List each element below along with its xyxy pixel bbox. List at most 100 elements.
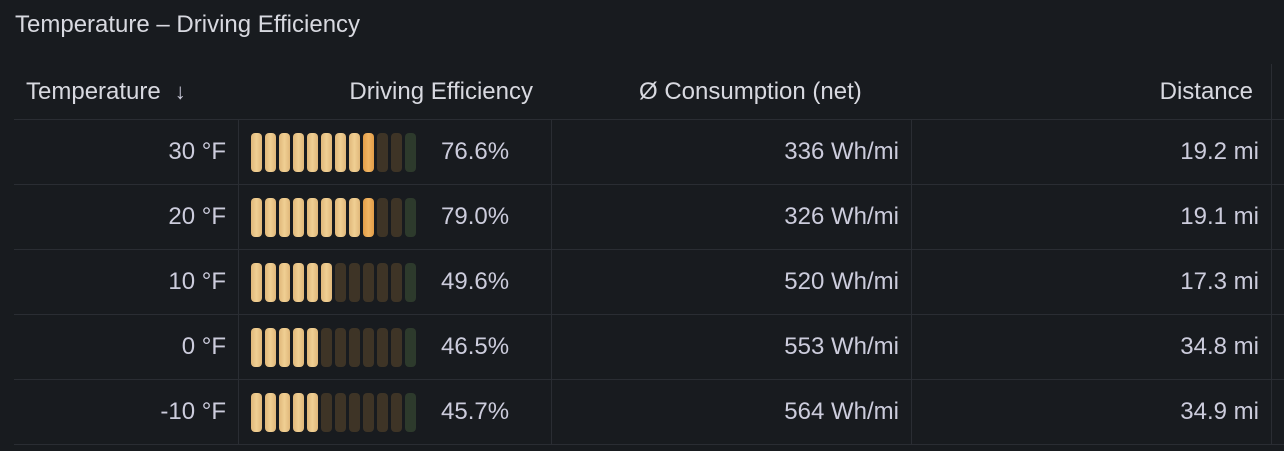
distance-value: 34.9 mi: [1180, 398, 1259, 425]
gauge-segment: [335, 393, 346, 432]
gauge-segment: [349, 393, 360, 432]
gauge-segment: [265, 328, 276, 367]
gauge-segment: [265, 263, 276, 302]
gauge-segment: [391, 133, 402, 172]
table-row: 20 °F 79.0% 326 Wh/mi 19.1 mi: [14, 185, 1284, 250]
gauge-segment: [307, 328, 318, 367]
gauge-segment: [405, 328, 416, 367]
gauge-segment: [265, 198, 276, 237]
gauge-segment: [293, 328, 304, 367]
gauge-segment: [321, 263, 332, 302]
gauge-segment: [279, 393, 290, 432]
distance-cell: 19.1 mi: [911, 185, 1271, 249]
efficiency-table: Temperature ↓ Driving Efficiency Ø Consu…: [14, 64, 1284, 445]
gauge-segment: [377, 393, 388, 432]
gauge-segment: [321, 133, 332, 172]
distance-value: 17.3 mi: [1180, 268, 1259, 295]
column-header-distance[interactable]: Distance: [911, 64, 1271, 119]
consumption-cell: 553 Wh/mi: [551, 315, 911, 379]
gauge-segment: [349, 198, 360, 237]
gauge-segment: [265, 393, 276, 432]
consumption-value: 520 Wh/mi: [784, 268, 899, 295]
gauge-segment: [377, 263, 388, 302]
gauge-segment: [251, 198, 262, 237]
gauge-segment: [405, 133, 416, 172]
gauge-segment: [391, 393, 402, 432]
gauge-segment: [293, 133, 304, 172]
gauge-segment: [377, 133, 388, 172]
efficiency-value: 76.6%: [441, 138, 510, 165]
column-edge: [1271, 120, 1284, 184]
gauge-segment: [321, 198, 332, 237]
gauge-segment: [349, 328, 360, 367]
consumption-value: 553 Wh/mi: [784, 333, 899, 360]
gauge-segment: [349, 263, 360, 302]
temperature-value: 20 °F: [168, 203, 226, 230]
gauge-segment: [405, 263, 416, 302]
gauge-segment: [391, 263, 402, 302]
temperature-value: -10 °F: [160, 398, 226, 425]
gauge-segment: [279, 263, 290, 302]
efficiency-gauge: [251, 133, 416, 172]
consumption-value: 326 Wh/mi: [784, 203, 899, 230]
gauge-segment: [307, 133, 318, 172]
efficiency-cell: 46.5%: [238, 315, 551, 379]
gauge-segment: [377, 328, 388, 367]
gauge-segment: [377, 198, 388, 237]
distance-cell: 34.9 mi: [911, 380, 1271, 444]
efficiency-cell: 49.6%: [238, 250, 551, 314]
gauge-segment: [335, 328, 346, 367]
temperature-cell: -10 °F: [14, 380, 238, 444]
column-header-efficiency[interactable]: Driving Efficiency: [238, 64, 551, 119]
consumption-cell: 336 Wh/mi: [551, 120, 911, 184]
gauge-segment: [405, 198, 416, 237]
efficiency-cell: 79.0%: [238, 185, 551, 249]
gauge-segment: [251, 328, 262, 367]
column-header-temperature-label: Temperature: [26, 77, 161, 105]
efficiency-gauge: [251, 198, 416, 237]
temperature-value: 0 °F: [181, 333, 226, 360]
table-header: Temperature ↓ Driving Efficiency Ø Consu…: [14, 64, 1284, 120]
table-row: 30 °F 76.6% 336 Wh/mi 19.2 mi: [14, 120, 1284, 185]
gauge-segment: [363, 393, 374, 432]
consumption-cell: 326 Wh/mi: [551, 185, 911, 249]
gauge-segment: [363, 328, 374, 367]
gauge-segment: [321, 393, 332, 432]
consumption-cell: 520 Wh/mi: [551, 250, 911, 314]
gauge-segment: [321, 328, 332, 367]
gauge-segment: [251, 393, 262, 432]
table-row: -10 °F 45.7% 564 Wh/mi 34.9 mi: [14, 380, 1284, 445]
column-header-consumption[interactable]: Ø Consumption (net): [551, 64, 911, 119]
distance-cell: 17.3 mi: [911, 250, 1271, 314]
panel-title[interactable]: Temperature – Driving Efficiency: [15, 11, 361, 38]
gauge-segment: [293, 263, 304, 302]
column-header-efficiency-label: Driving Efficiency: [349, 77, 533, 105]
temperature-value: 30 °F: [168, 138, 226, 165]
temperature-cell: 20 °F: [14, 185, 238, 249]
efficiency-value: 49.6%: [441, 268, 510, 295]
column-header-temperature[interactable]: Temperature ↓: [14, 64, 238, 119]
consumption-value: 336 Wh/mi: [784, 138, 899, 165]
gauge-segment: [335, 133, 346, 172]
temperature-cell: 10 °F: [14, 250, 238, 314]
distance-value: 19.1 mi: [1180, 203, 1259, 230]
efficiency-gauge: [251, 393, 416, 432]
distance-value: 19.2 mi: [1180, 138, 1259, 165]
gauge-segment: [391, 198, 402, 237]
distance-cell: 19.2 mi: [911, 120, 1271, 184]
column-edge: [1271, 64, 1284, 119]
gauge-segment: [405, 393, 416, 432]
efficiency-value: 45.7%: [441, 398, 510, 425]
gauge-segment: [279, 328, 290, 367]
arrow-down-icon[interactable]: ↓: [174, 78, 186, 104]
table-body: 30 °F 76.6% 336 Wh/mi 19.2 mi 20 °F 79.0…: [14, 120, 1284, 445]
consumption-value: 564 Wh/mi: [784, 398, 899, 425]
gauge-segment: [349, 133, 360, 172]
gauge-segment: [335, 198, 346, 237]
gauge-segment: [293, 393, 304, 432]
distance-cell: 34.8 mi: [911, 315, 1271, 379]
gauge-segment: [391, 328, 402, 367]
column-edge: [1271, 185, 1284, 249]
temperature-value: 10 °F: [168, 268, 226, 295]
